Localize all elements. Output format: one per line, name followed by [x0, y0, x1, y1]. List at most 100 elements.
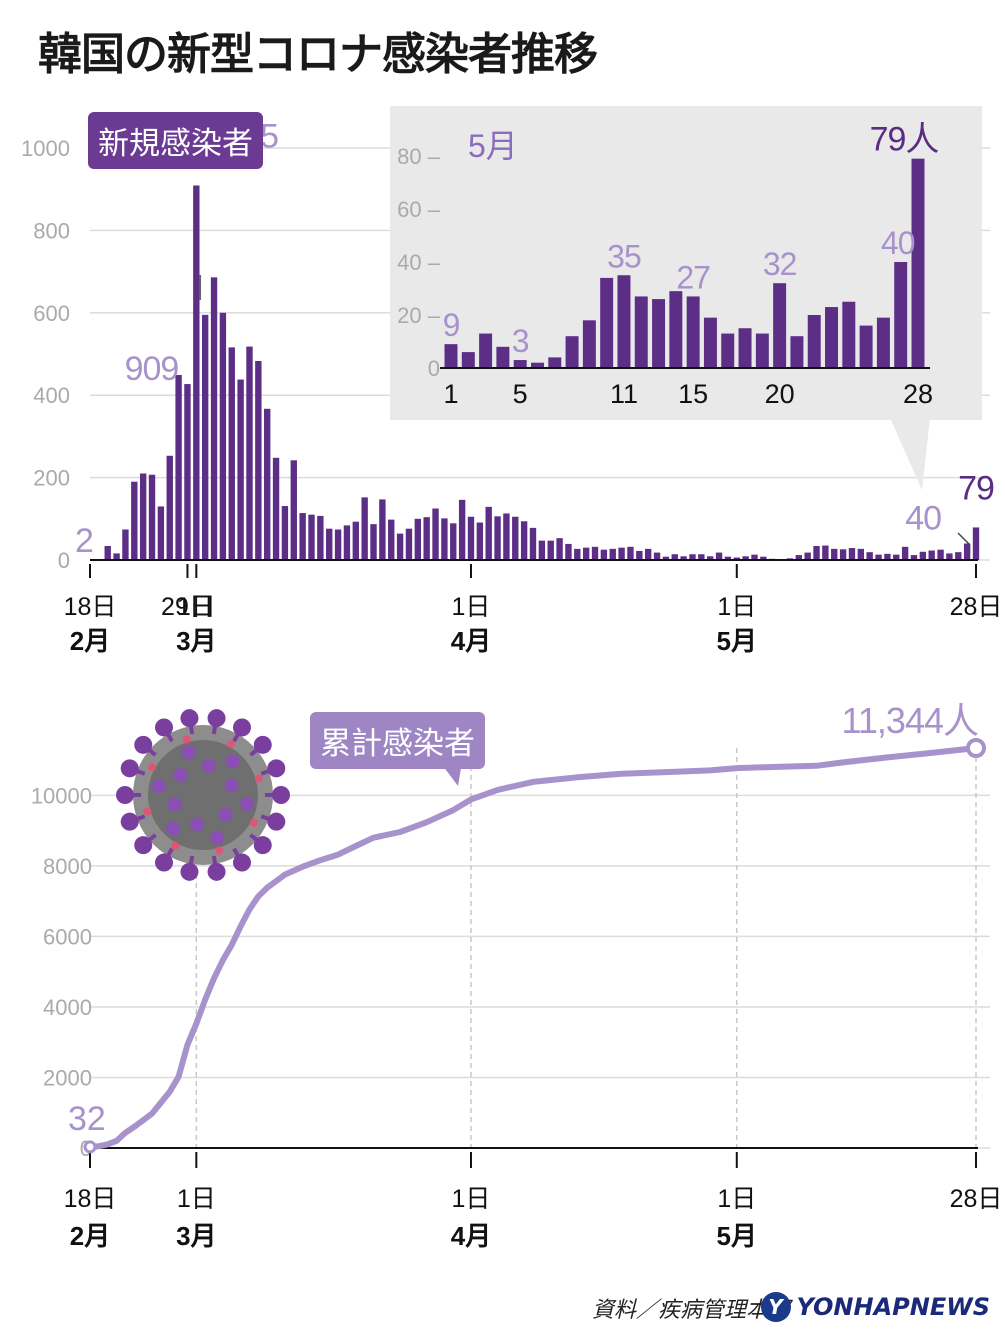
inset-value-label: 3 [512, 323, 529, 359]
inset-pointer [890, 418, 930, 490]
cumulative-end-marker [966, 738, 986, 758]
inset-bar [479, 333, 493, 368]
inset-bar [669, 291, 683, 368]
daily-x-month-label: 5月 [717, 626, 757, 656]
daily-bar [866, 552, 873, 560]
daily-bar [326, 528, 333, 560]
virus-spike-head [120, 812, 139, 831]
daily-bar [272, 457, 280, 560]
daily-y-tick-label: 400 [33, 383, 70, 408]
inset-bar [634, 296, 648, 368]
virus-spike-head [207, 709, 226, 728]
virus-spike-head [134, 836, 153, 855]
virus-dot [148, 763, 157, 772]
daily-x-tick-label: 28日 [950, 593, 1003, 621]
inset-value-label: 9 [443, 307, 460, 343]
inset-bar [894, 262, 908, 368]
daily-bar [760, 556, 767, 560]
inset-bar [876, 317, 890, 368]
cumulative-x-tick-label: 1日 [717, 1185, 756, 1213]
virus-surface-protein [173, 768, 188, 783]
daily-bar [432, 508, 439, 560]
virus-surface-protein [181, 745, 196, 760]
daily-x-tick-label: 1日 [452, 593, 491, 621]
daily-bar [148, 474, 156, 560]
inset-bar [444, 344, 458, 368]
inset-title: 5月 [468, 128, 518, 164]
daily-bar [414, 518, 422, 560]
daily-bar [423, 517, 430, 560]
daily-bar [494, 516, 501, 560]
daily-bar [139, 473, 147, 560]
daily-value-label: 2 [75, 522, 93, 560]
daily-bar [565, 543, 572, 560]
inset-bar [530, 362, 544, 368]
daily-bar [751, 554, 758, 560]
virus-spike-head [155, 718, 173, 737]
daily-bar [370, 524, 377, 560]
yonhap-logo: Y YONHAPNEWS [760, 1292, 990, 1322]
inset-y-tick-label: 0 [428, 356, 440, 381]
cumulative-x-month-label: 3月 [176, 1221, 216, 1251]
daily-x-month-label: 4月 [451, 626, 491, 656]
daily-bar [919, 551, 927, 560]
cumulative-y-tick-label: 6000 [43, 924, 92, 949]
daily-bar [503, 513, 510, 560]
inset-bar [565, 336, 579, 368]
inset-value-label: 27 [676, 259, 710, 295]
virus-dot [182, 735, 191, 744]
label-leader-line [957, 532, 971, 546]
daily-bar [582, 547, 590, 560]
page-title: 韓国の新型コロナ感染者推移 [38, 29, 598, 80]
virus-surface-protein [240, 796, 255, 811]
daily-bar [396, 533, 404, 560]
daily-bar [689, 554, 696, 560]
daily-bar [104, 545, 111, 560]
virus-spike-head [116, 786, 134, 804]
inset-bar [548, 357, 562, 368]
daily-bar [901, 546, 909, 560]
daily-bar [574, 548, 581, 560]
daily-bar [458, 499, 466, 560]
daily-bar [600, 549, 608, 560]
daily-y-tick-label: 0 [58, 548, 70, 573]
daily-bar [910, 555, 918, 560]
daily-bar [467, 516, 475, 560]
inset-x-tick-label: 1 [443, 379, 458, 409]
virus-spike-head [180, 709, 199, 728]
daily-bar [893, 554, 900, 560]
virus-spike-head [180, 862, 199, 881]
daily-bar [928, 550, 935, 560]
virus-dot [215, 846, 224, 855]
inset-bar [582, 320, 596, 368]
daily-bar [157, 506, 165, 560]
daily-bar [937, 549, 944, 560]
virus-dot [143, 807, 152, 816]
inset-bar [738, 328, 752, 368]
inset-bar [859, 325, 873, 368]
inset-bar [911, 158, 925, 368]
daily-bar [512, 516, 519, 560]
inset-bar [773, 283, 787, 368]
virus-surface-protein [201, 758, 216, 773]
daily-bar [441, 518, 448, 560]
daily-bar [627, 546, 634, 560]
cumulative-start-marker [83, 1140, 97, 1154]
daily-bar [485, 506, 492, 560]
daily-bar [653, 552, 661, 560]
virus-spike-head [253, 735, 272, 754]
yonhap-globe-icon: Y [760, 1292, 791, 1322]
daily-bar [972, 527, 980, 560]
cumulative-y-tick-label: 10000 [31, 783, 92, 808]
inset-bar [825, 307, 839, 368]
virus-dot [254, 774, 263, 783]
inset-bar [617, 275, 631, 368]
virus-surface-protein [166, 821, 181, 836]
daily-bar [388, 519, 395, 560]
cumulative-line [87, 745, 979, 1150]
virus-surface-protein [210, 830, 225, 845]
daily-bar [848, 548, 856, 560]
daily-bar [520, 521, 528, 560]
daily-bar [343, 525, 351, 560]
daily-bar [184, 384, 191, 560]
